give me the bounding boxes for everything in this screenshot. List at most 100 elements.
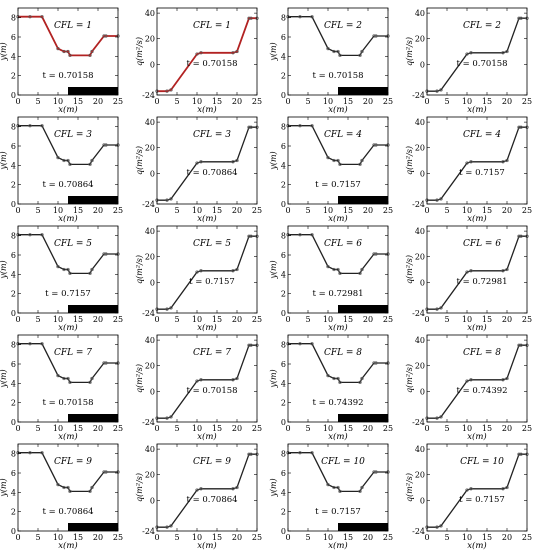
x-tick-label: 25 [252,206,262,215]
x-tick-label: 0 [154,424,159,433]
data-point [298,15,302,19]
cfl-label: CFL = 4 [463,130,501,140]
y-tick-label: 6 [281,33,286,42]
obstacle-bar [68,523,118,531]
y-axis-label: q(m²/s) [135,473,144,502]
cfl-label: CFL = 9 [54,457,92,467]
y-tick-label: 8 [281,123,286,132]
y-tick-label: 6 [281,360,286,369]
x-tick-label: 10 [53,206,63,215]
data-point [247,125,251,129]
y-tick-label: 40 [145,445,155,454]
obstacle-bar [338,196,388,204]
x-tick-label: 20 [93,97,103,106]
data-point [336,376,340,381]
x-axis-label: x(m) [467,431,487,442]
x-tick-label: 20 [502,315,512,324]
data-point [68,489,72,493]
time-label: t = 0.70158 [186,386,237,396]
series-line [18,15,118,57]
cfl-label: CFL = 5 [54,239,92,249]
x-axis-label: x(m) [58,540,78,550]
data-point [169,306,173,310]
data-point [519,125,523,129]
x-tick-label: 5 [444,424,449,433]
y-tick-label: 6 [11,33,16,42]
data-point [336,158,340,163]
data-point [517,125,521,129]
data-point [338,380,342,384]
y-axis-label: y(m) [269,478,278,497]
y-tick-label: 2 [11,181,16,190]
series-line [288,16,388,57]
y-tick-label: 4 [11,379,16,388]
obstacle-bar [338,87,388,95]
data-point [169,415,173,419]
data-point [332,158,336,163]
data-point [28,15,32,19]
axes-frame [17,443,119,532]
y-axis-label: y(m) [0,260,8,279]
x-tick-label: 0 [154,315,159,324]
y-tick-label: 2 [281,508,286,517]
y-tick-label: 4 [281,379,286,388]
x-tick-label: 5 [444,206,449,215]
data-point [435,525,439,529]
data-point [501,160,505,164]
data-point [104,252,108,256]
data-point [517,234,521,238]
y-tick-label: 0 [420,169,425,178]
x-axis-label: x(m) [58,213,78,224]
data-point [501,51,505,55]
x-tick-label: 5 [174,424,179,433]
data-point [358,380,362,384]
data-point [28,233,32,237]
data-point [102,470,106,474]
obstacle-bar [68,196,118,204]
y-tick-label: 8 [11,232,16,241]
x-tick-label: 25 [383,206,393,215]
y-tick-label: 0 [281,418,286,427]
axes-frame [287,334,389,423]
data-point [165,416,169,420]
x-axis-label: x(m) [467,322,487,333]
cfl-label: CFL = 3 [193,130,231,140]
data-point [62,158,66,163]
y-axis-label: y(m) [269,369,278,388]
y-tick-label: 0 [420,60,425,69]
x-tick-label: 10 [53,424,63,433]
data-point [517,343,521,347]
y-tick-label: 40 [145,227,155,236]
y-tick-label: 2 [281,72,286,81]
y-tick-label: 4 [281,52,286,61]
data-point [199,160,203,164]
data-point [338,53,342,57]
obstacle-bar [338,523,388,531]
x-tick-label: 5 [305,206,310,215]
data-point [338,162,342,166]
series-line [288,343,388,384]
x-tick-label: 15 [482,315,492,324]
data-point [68,380,72,384]
y-tick-label: 0 [420,278,425,287]
x-tick-label: 0 [285,97,290,106]
data-point [469,378,473,382]
y-tick-label: -24 [142,418,155,427]
time-label: t = 0.70864 [42,180,93,190]
x-tick-label: 0 [154,97,159,106]
y-tick-label: 8 [281,232,286,241]
data-point [519,452,523,456]
data-point [247,234,251,238]
y-axis-label: y(m) [269,42,278,61]
data-point [56,46,60,51]
data-point [372,470,376,474]
x-tick-label: 15 [73,424,83,433]
x-tick-label: 20 [232,533,242,542]
axes-frame [426,7,528,96]
data-point [199,269,203,273]
y-axis-label: q(m²/s) [405,473,414,502]
data-point [332,485,336,490]
x-tick-label: 20 [363,97,373,106]
y-tick-label: 0 [281,200,286,209]
